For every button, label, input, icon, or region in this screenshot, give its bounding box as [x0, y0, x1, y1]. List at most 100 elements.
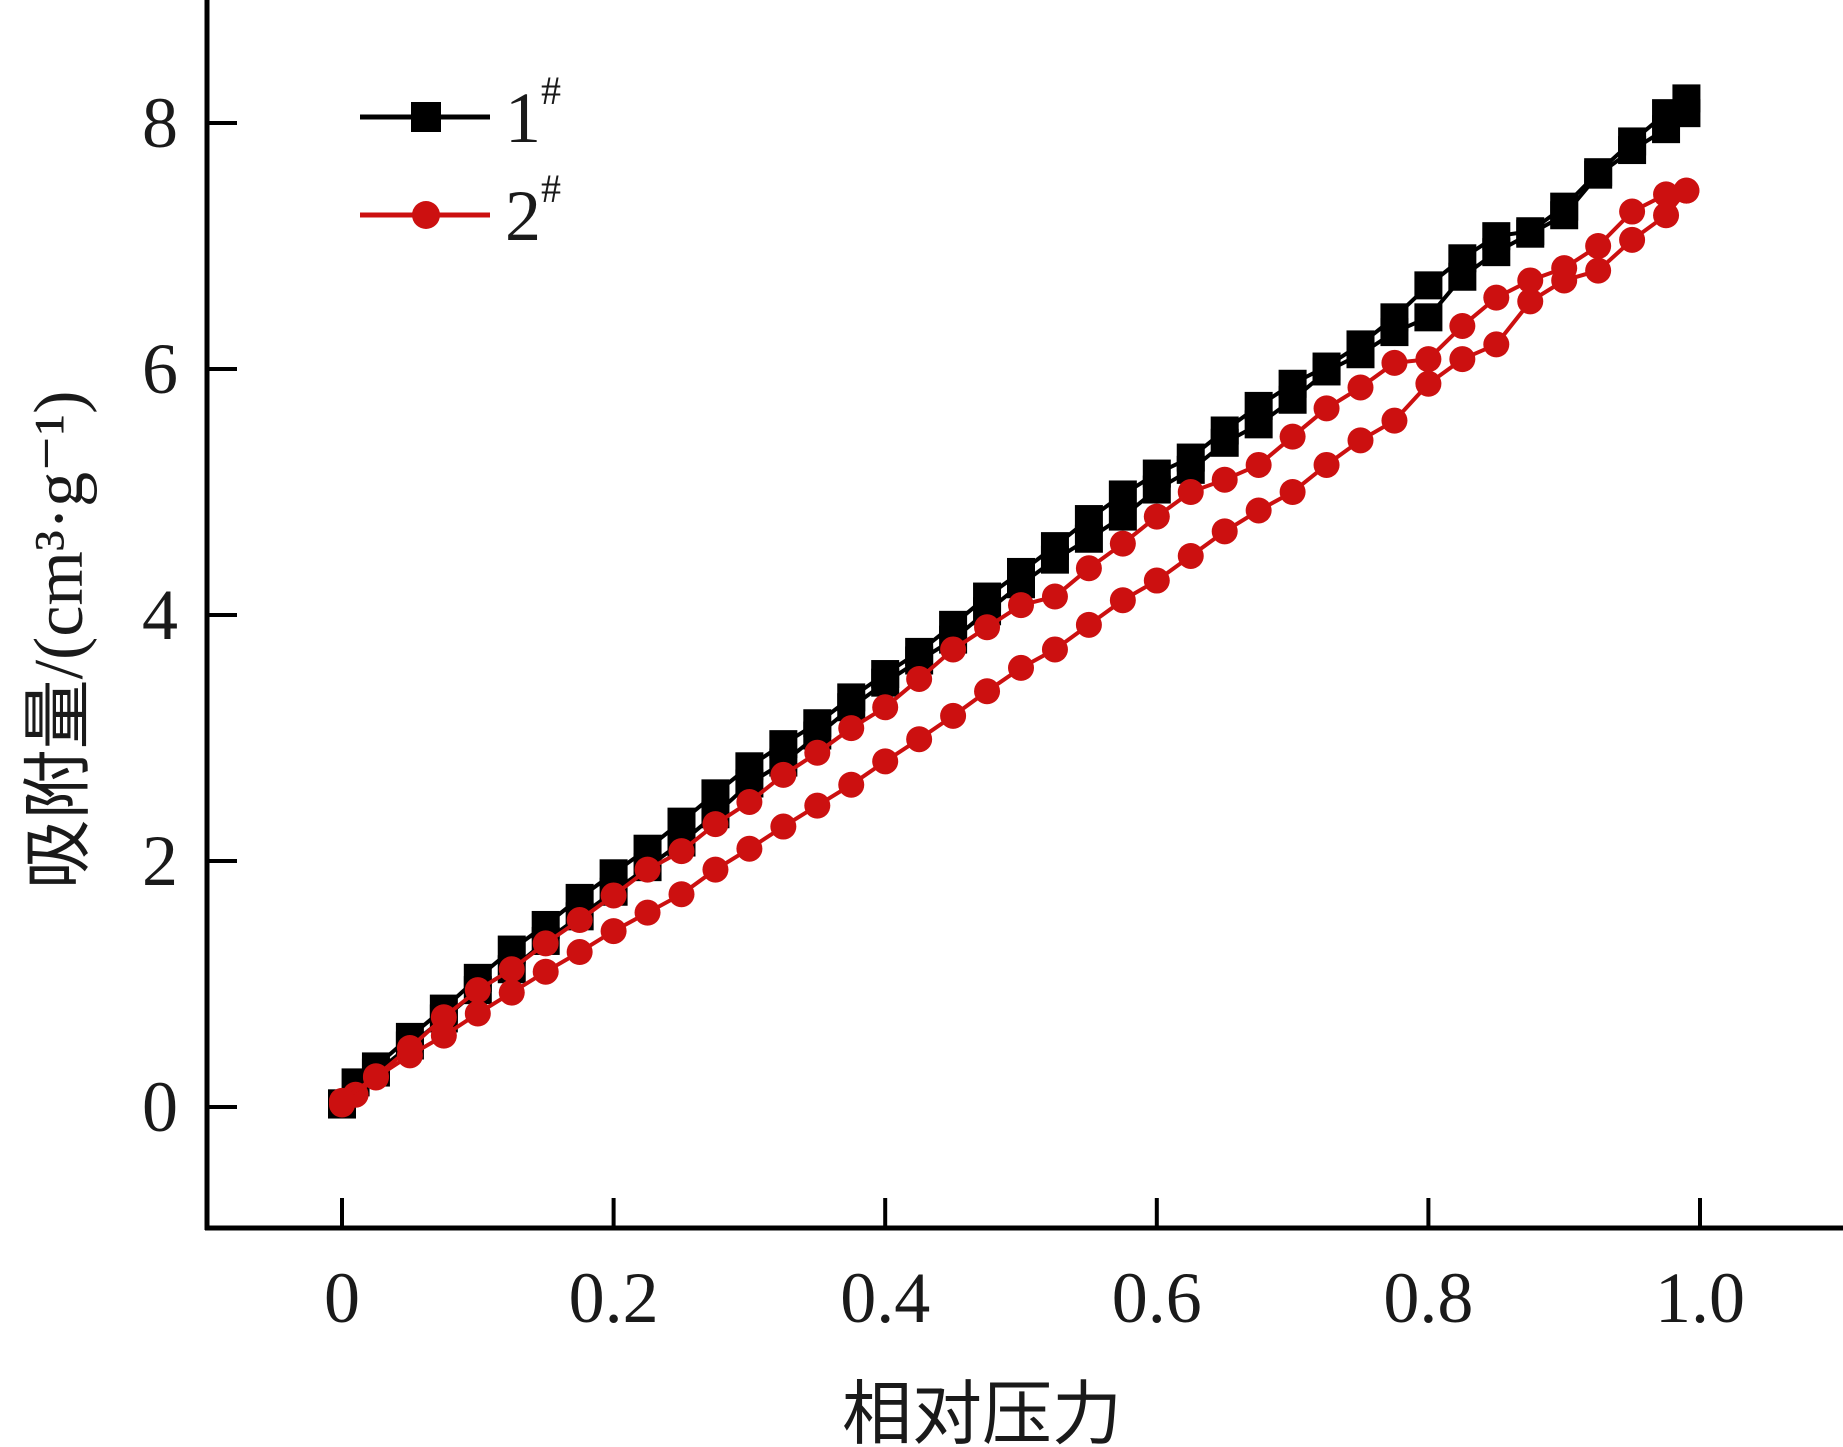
y-ticks: 0 2 4 6 8 [142, 83, 237, 1147]
data-point-circle [702, 856, 729, 883]
data-point-circle [396, 1034, 423, 1061]
data-point-circle [1109, 587, 1136, 614]
data-point-circle [1449, 312, 1476, 339]
data-point-square [1414, 303, 1443, 332]
data-point-circle [1143, 503, 1170, 530]
data-point-circle [1673, 177, 1700, 204]
data-point-circle [1245, 497, 1272, 524]
data-point-circle [770, 761, 797, 788]
legend-label: 1# [505, 68, 561, 158]
data-point-circle [1517, 267, 1544, 294]
data-point-circle [736, 835, 763, 862]
data-point-circle [600, 918, 627, 945]
y-tick-label: 8 [142, 83, 178, 163]
data-point-circle [329, 1087, 355, 1114]
data-point-circle [1381, 349, 1408, 376]
y-tick-label: 6 [142, 329, 178, 409]
data-point-square [1074, 524, 1103, 553]
data-point-circle [464, 1000, 491, 1027]
data-point-circle [736, 788, 763, 815]
data-point-circle [1313, 395, 1340, 422]
data-point-circle [804, 739, 831, 766]
data-point-circle [1008, 654, 1034, 681]
data-point-square [1550, 201, 1579, 230]
data-point-circle [1143, 567, 1170, 594]
data-point-circle [1483, 331, 1510, 358]
data-point-circle [1211, 518, 1238, 545]
data-point-circle [1177, 542, 1204, 569]
data-point-circle [1653, 202, 1680, 229]
data-point-square [1448, 262, 1477, 291]
data-point-circle [1449, 346, 1476, 373]
data-point-square [1618, 136, 1647, 165]
data-point-circle [634, 899, 661, 926]
data-point-square [1380, 318, 1409, 347]
y-tick-label: 4 [142, 575, 178, 655]
data-point-circle [1075, 555, 1102, 582]
data-point-circle [906, 726, 933, 753]
data-point-square [1482, 238, 1511, 267]
legend: 1#2# [360, 68, 561, 256]
data-point-circle [1415, 370, 1442, 397]
data-point-circle [1279, 423, 1306, 450]
plot-area [328, 84, 1701, 1119]
data-point-circle [1279, 479, 1306, 505]
x-ticks: 0 0.2 0.4 0.6 0.8 1.0 [324, 1198, 1745, 1338]
data-point-circle [940, 702, 967, 729]
data-point-circle [1008, 592, 1034, 619]
data-point-circle [498, 979, 525, 1006]
y-tick-label: 0 [142, 1067, 178, 1147]
x-tick-label: 0.2 [569, 1258, 659, 1338]
data-point-square [1244, 410, 1273, 439]
data-point-square [1142, 475, 1171, 504]
data-point-circle [872, 694, 899, 721]
data-point-circle [906, 665, 933, 692]
data-point-circle [872, 748, 899, 775]
data-point-square [1312, 357, 1341, 386]
data-point-square [1652, 115, 1681, 144]
data-point-circle [1415, 346, 1442, 373]
y-axis-label: 吸附量/(cm³·g⁻¹) [21, 391, 98, 890]
data-point-circle [566, 907, 593, 934]
legend-label: 2# [505, 166, 561, 256]
data-point-circle [1347, 374, 1374, 401]
data-point-circle [668, 881, 695, 908]
y-tick-label: 2 [142, 821, 178, 901]
data-point-circle [566, 939, 593, 966]
data-point-circle [464, 977, 491, 1004]
data-point-circle [430, 1022, 457, 1049]
x-axis-label: 相对压力 [842, 1377, 1122, 1447]
data-point-circle [1551, 255, 1578, 282]
data-point-circle [1041, 636, 1068, 663]
data-point-circle [634, 856, 661, 883]
data-point-circle [1347, 427, 1374, 454]
legend-marker-circle [412, 201, 440, 229]
data-point-circle [838, 715, 865, 742]
data-point-circle [974, 678, 1001, 705]
data-point-circle [1211, 466, 1238, 493]
data-point-circle [362, 1063, 389, 1090]
data-point-circle [1585, 233, 1612, 259]
data-point-square [1584, 160, 1613, 189]
data-point-circle [838, 771, 865, 798]
data-point-circle [974, 614, 1001, 641]
data-point-circle [1619, 198, 1646, 225]
data-point-circle [1177, 479, 1204, 505]
data-point-circle [770, 813, 797, 840]
data-point-circle [1075, 611, 1102, 638]
data-point-circle [1245, 451, 1272, 478]
data-point-circle [1041, 583, 1068, 610]
data-point-circle [1109, 530, 1136, 557]
x-tick-label: 0 [324, 1258, 360, 1338]
data-point-circle [702, 811, 729, 838]
data-point-square [1346, 340, 1375, 369]
data-point-square [1516, 219, 1545, 248]
data-point-circle [498, 956, 525, 983]
data-point-circle [804, 792, 831, 819]
data-point-circle [430, 1004, 457, 1031]
data-point-square [1210, 428, 1239, 457]
data-point-square [1108, 502, 1137, 531]
data-point-square [1414, 271, 1443, 300]
data-point-square [1278, 385, 1307, 414]
